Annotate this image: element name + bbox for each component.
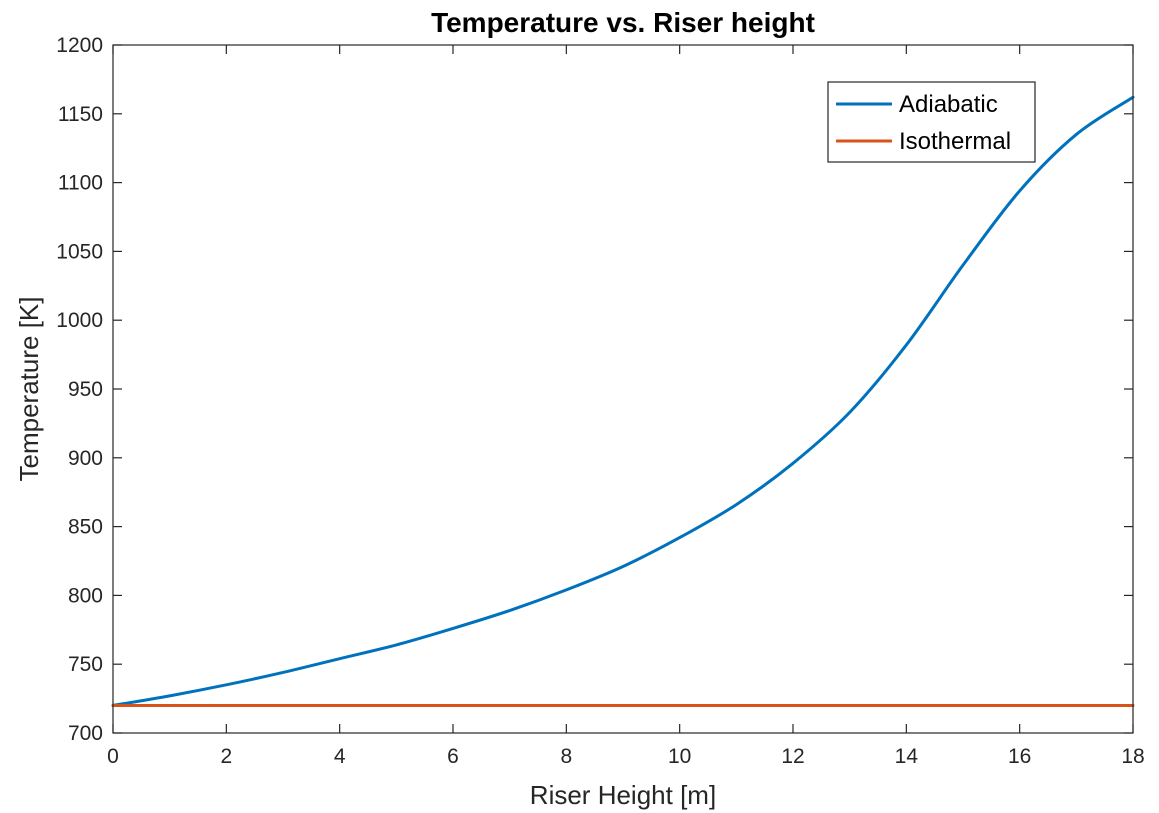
x-tick-label: 2: [220, 745, 232, 768]
y-tick-label: 1050: [56, 240, 103, 263]
chart-title: Temperature vs. Riser height: [431, 7, 815, 38]
x-tick-label: 10: [668, 745, 691, 768]
x-axis-label: Riser Height [m]: [530, 780, 716, 810]
x-tick-label: 0: [107, 745, 119, 768]
y-tick-label: 1000: [56, 309, 103, 332]
x-tick-label: 8: [560, 745, 572, 768]
axis-ticks: 0 2 4 6 8 10 12 14 16 18 700 750 800 850 900 950 1000 105…: [56, 34, 1144, 768]
y-tick-label: 1100: [58, 172, 103, 195]
y-tick-label: 700: [68, 722, 103, 745]
series-line-adiabatic: [111, 95, 1135, 707]
y-tick-label: 950: [68, 378, 103, 401]
x-tick-label: 6: [447, 745, 459, 768]
x-tick-label: 18: [1121, 745, 1144, 768]
legend: Adiabatic Isothermal: [827, 81, 1036, 163]
y-tick-label: 800: [68, 584, 103, 607]
x-tick-label: 4: [334, 745, 346, 768]
y-tick-label: 850: [68, 516, 103, 539]
legend-label-adiabatic: Adiabatic: [899, 91, 998, 118]
y-tick-label: 900: [68, 447, 103, 470]
x-tick-label: 16: [1008, 745, 1031, 768]
y-tick-label: 1150: [58, 103, 103, 126]
series-layer: [111, 95, 1135, 707]
legend-box: [827, 81, 1036, 163]
x-tick-label: 12: [781, 745, 804, 768]
x-tick-label: 14: [895, 745, 919, 768]
y-axis-label: Temperature [K]: [14, 297, 44, 482]
y-tick-label: 750: [68, 653, 103, 676]
plot-frame: [112, 44, 1134, 734]
y-tick-label: 1200: [56, 34, 103, 57]
legend-label-isothermal: Isothermal: [899, 128, 1011, 155]
